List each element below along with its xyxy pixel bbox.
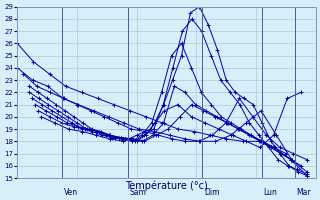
X-axis label: Température (°c): Température (°c) — [125, 181, 208, 191]
Text: Sam: Sam — [129, 188, 146, 197]
Text: Dim: Dim — [204, 188, 220, 197]
Text: Mar: Mar — [296, 188, 311, 197]
Text: Lun: Lun — [264, 188, 277, 197]
Text: Ven: Ven — [64, 188, 78, 197]
